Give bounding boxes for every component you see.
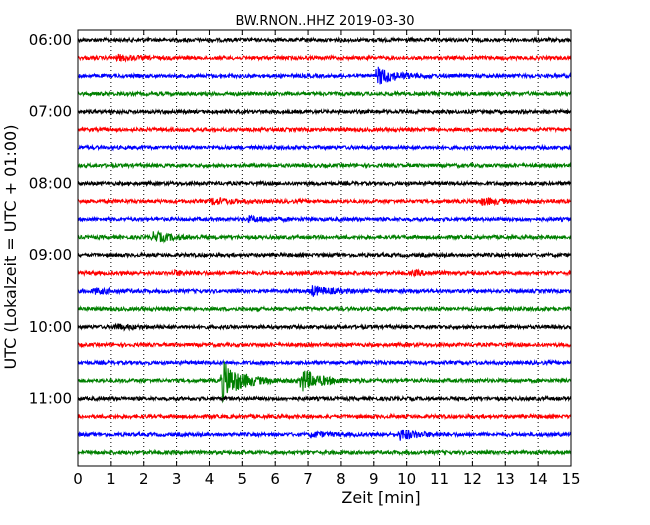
x-tick-label: 9 bbox=[369, 470, 379, 488]
trace-1130 bbox=[77, 429, 572, 441]
trace-0630 bbox=[77, 66, 572, 85]
trace-1045 bbox=[77, 361, 572, 404]
trace-0930 bbox=[77, 285, 572, 297]
y-tick-label: 06:00 bbox=[29, 31, 72, 49]
y-tick-label: 10:00 bbox=[29, 318, 72, 336]
x-tick-label: 14 bbox=[529, 470, 548, 488]
trace-0615 bbox=[77, 53, 572, 63]
trace-0730 bbox=[77, 143, 572, 152]
trace-1115 bbox=[77, 412, 572, 421]
trace-0800 bbox=[77, 179, 572, 188]
y-tick-label: 08:00 bbox=[29, 174, 72, 192]
trace-0715 bbox=[77, 125, 572, 134]
trace-1015 bbox=[77, 340, 572, 349]
trace-1000 bbox=[77, 322, 572, 332]
x-tick-label: 5 bbox=[238, 470, 248, 488]
x-tick-label: 4 bbox=[205, 470, 215, 488]
x-tick-label: 3 bbox=[172, 470, 182, 488]
trace-0745 bbox=[77, 161, 572, 170]
x-tick-label: 6 bbox=[270, 470, 280, 488]
y-tick-label: 07:00 bbox=[29, 103, 72, 121]
x-tick-label: 8 bbox=[336, 470, 346, 488]
y-axis-label: UTC (Lokalzeit = UTC + 01:00) bbox=[1, 125, 20, 370]
trace-1030 bbox=[77, 358, 572, 367]
x-tick-label: 12 bbox=[463, 470, 482, 488]
trace-0945 bbox=[77, 305, 572, 313]
y-tick-label: 09:00 bbox=[29, 246, 72, 264]
trace-0845 bbox=[77, 229, 572, 244]
trace-0900 bbox=[77, 251, 572, 260]
x-tick-label: 0 bbox=[73, 470, 83, 488]
x-tick-label: 11 bbox=[430, 470, 449, 488]
x-tick-label: 2 bbox=[139, 470, 149, 488]
x-tick-label: 13 bbox=[496, 470, 515, 488]
trace-group bbox=[77, 36, 572, 457]
trace-0815 bbox=[77, 196, 572, 207]
trace-0645 bbox=[77, 89, 572, 98]
trace-1100 bbox=[77, 394, 572, 403]
axis-ticks: 0 1 2 3 4 5 6 7 8 9 10 11 12 13 14 1506:0007:0008:0009:… bbox=[29, 30, 581, 488]
trace-0830 bbox=[77, 214, 572, 224]
x-tick-label: 1 bbox=[106, 470, 116, 488]
y-tick-label: 11:00 bbox=[29, 390, 72, 408]
x-tick-label: 15 bbox=[561, 470, 580, 488]
grid-lines bbox=[110, 30, 539, 466]
plot-frame bbox=[77, 29, 572, 467]
x-tick-label: 7 bbox=[303, 470, 313, 488]
trace-0700 bbox=[77, 107, 572, 116]
x-axis-label: Zeit [min] bbox=[341, 488, 420, 507]
chart-title: BW.RNON..HHZ 2019-03-30 bbox=[235, 14, 414, 29]
trace-0600 bbox=[77, 36, 572, 44]
trace-1145 bbox=[77, 448, 572, 457]
x-tick-label: 10 bbox=[397, 470, 416, 488]
trace-0915 bbox=[77, 268, 572, 278]
